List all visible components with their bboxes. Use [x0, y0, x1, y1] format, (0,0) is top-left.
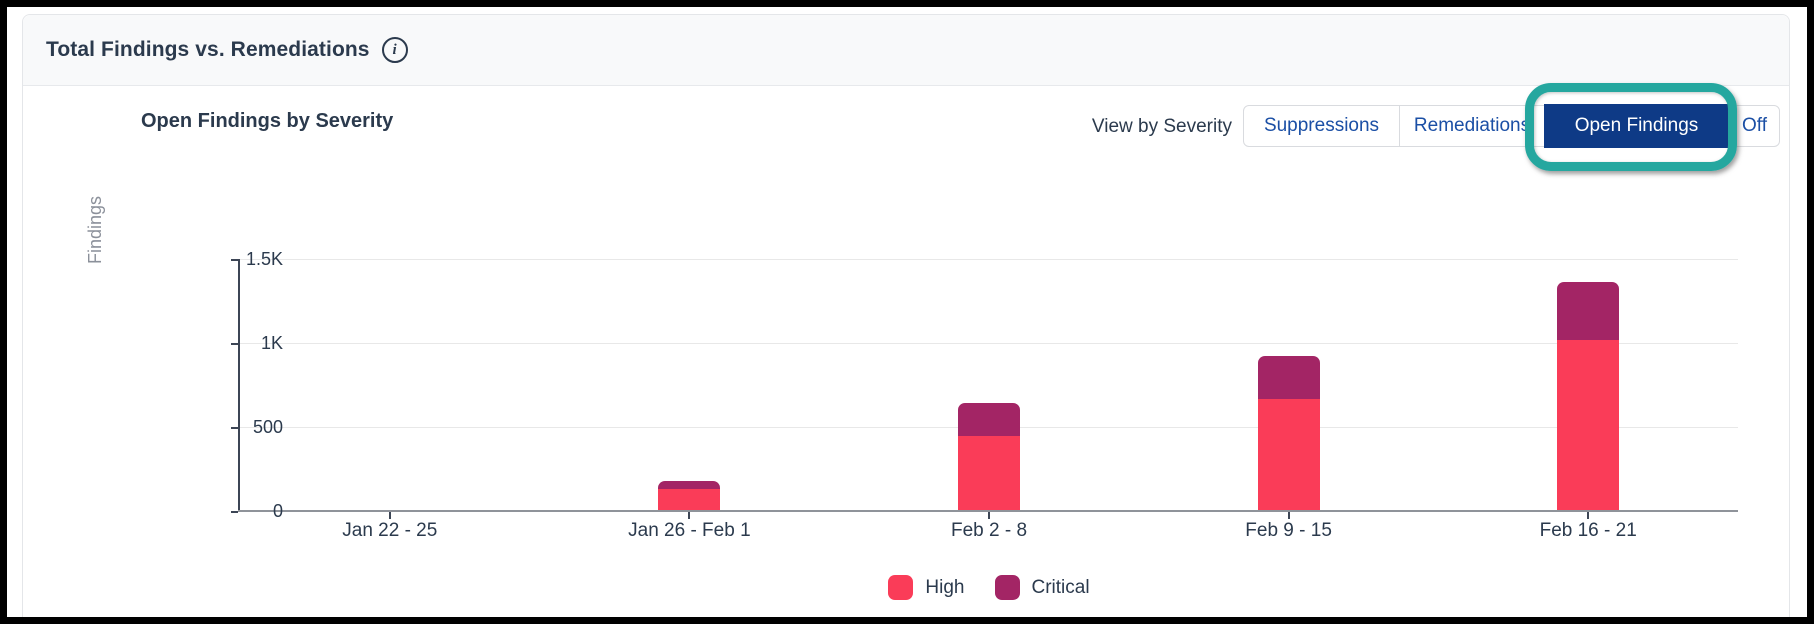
y-tick-mark — [231, 343, 238, 345]
suppressions-button[interactable]: Suppressions — [1244, 106, 1399, 146]
bar-segment-critical[interactable] — [658, 480, 721, 489]
open-findings-button[interactable]: Open Findings — [1544, 104, 1729, 148]
legend-label: Critical — [1031, 576, 1090, 598]
off-button[interactable]: Off — [1729, 106, 1779, 146]
card-header: Total Findings vs. Remediations i — [23, 15, 1789, 86]
legend-label: High — [925, 576, 965, 598]
findings-card: Total Findings vs. Remediations i Open F… — [22, 14, 1790, 617]
legend-swatch-high — [888, 575, 914, 600]
y-tick-label: 1K — [260, 333, 283, 353]
y-axis-line — [238, 259, 240, 512]
y-tick-label: 1.5K — [245, 249, 283, 269]
x-tick-mark — [388, 512, 391, 519]
y-tick-label: 500 — [252, 417, 283, 437]
y-tick-mark — [231, 427, 238, 429]
bar-segment-critical[interactable] — [1557, 281, 1620, 341]
remediations-button[interactable]: Remediations — [1399, 106, 1544, 146]
chart-subtitle: Open Findings by Severity — [141, 110, 394, 132]
bar-feb-16---21[interactable] — [1557, 281, 1620, 510]
bar-segment-critical[interactable] — [1257, 356, 1320, 400]
gridline-1K — [240, 343, 1738, 344]
x-axis-label: Feb 2 - 8 — [950, 520, 1028, 541]
bar-segment-high[interactable] — [1257, 399, 1320, 510]
bar-jan-26---feb-1[interactable] — [658, 480, 721, 510]
bar-segment-critical[interactable] — [958, 403, 1020, 437]
bar-segment-high[interactable] — [658, 489, 721, 510]
info-icon[interactable]: i — [381, 37, 408, 63]
y-tick-mark — [231, 511, 238, 513]
x-axis-line — [238, 510, 1738, 512]
x-tick-mark — [1587, 512, 1590, 519]
severity-button-group: Suppressions Remediations Open Findings … — [1243, 104, 1780, 148]
legend-swatch-critical — [994, 575, 1020, 600]
legend-item-high[interactable]: High — [888, 575, 965, 600]
x-tick-mark — [688, 512, 691, 519]
x-axis-label: Jan 22 - 25 — [342, 520, 438, 541]
y-axis-title: Findings — [85, 195, 105, 265]
gridline-1.5K — [240, 259, 1738, 260]
x-tick-mark — [988, 512, 990, 519]
card-title: Total Findings vs. Remediations — [46, 38, 370, 61]
bar-segment-high[interactable] — [1557, 340, 1620, 510]
y-tick-label: 0 — [272, 501, 283, 521]
bar-segment-high[interactable] — [958, 436, 1020, 510]
chart-legend: High Critical — [240, 575, 1738, 600]
view-by-severity-label: View by Severity — [1091, 116, 1232, 137]
bar-chart-plot — [231, 259, 1738, 519]
bar-feb-2---8[interactable] — [958, 403, 1020, 510]
y-tick-mark — [231, 259, 238, 261]
x-axis-label: Jan 26 - Feb 1 — [628, 520, 751, 541]
x-axis-label: Feb 16 - 21 — [1539, 520, 1637, 541]
legend-item-critical[interactable]: Critical — [994, 575, 1090, 600]
x-tick-mark — [1287, 512, 1290, 519]
bar-feb-9---15[interactable] — [1257, 356, 1320, 510]
x-axis-label: Feb 9 - 15 — [1245, 520, 1332, 541]
